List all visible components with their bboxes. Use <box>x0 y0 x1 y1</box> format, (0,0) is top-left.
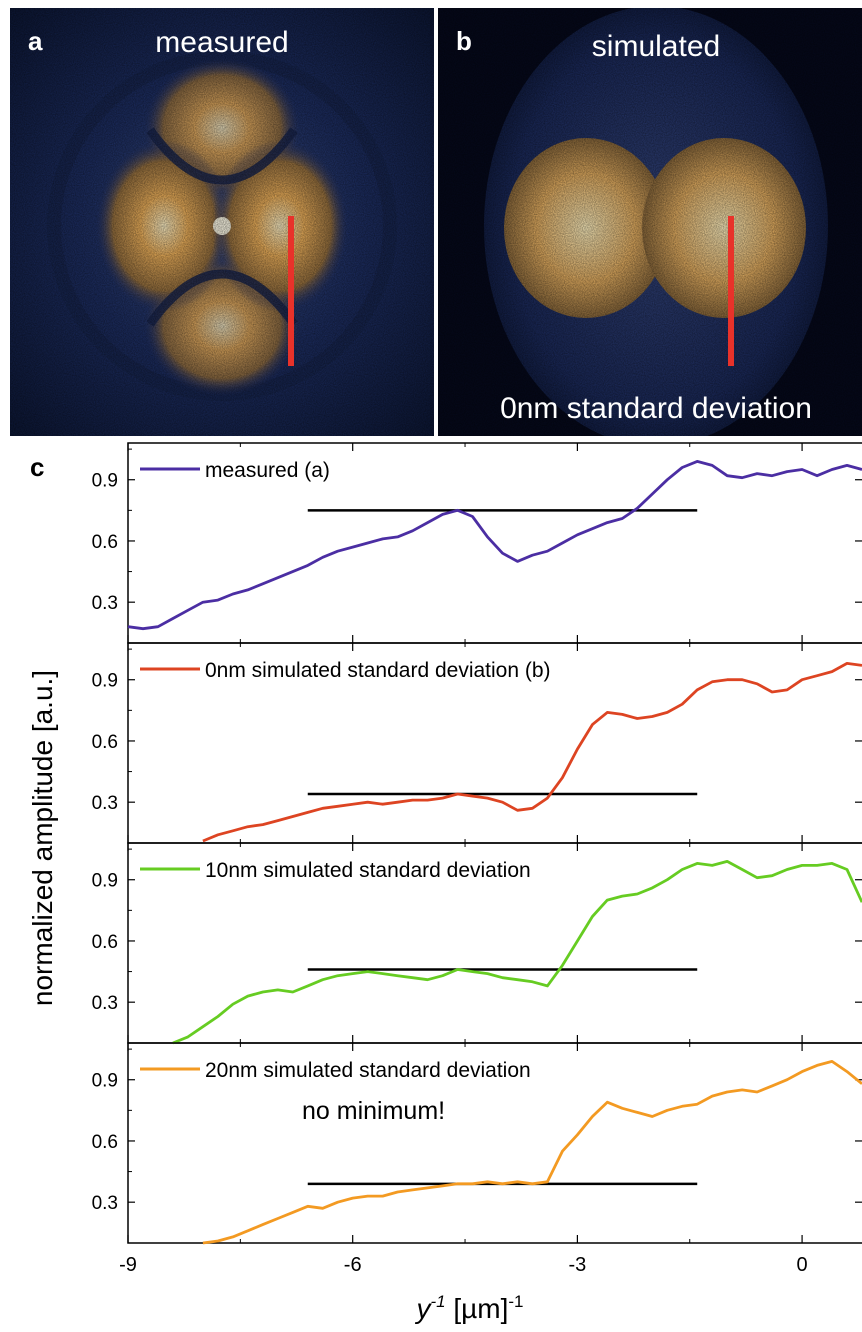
panel-a-letter: a <box>28 26 43 56</box>
subplot-frame <box>127 1042 862 1244</box>
panel-c-letter: c <box>30 452 44 482</box>
y-tick-label: 0.3 <box>92 593 118 614</box>
series-line <box>172 860 862 1045</box>
panel-b-title: simulated <box>592 30 720 63</box>
subplot-4: 0.3 0.6 0.9 20nm simulated standard deviati… <box>92 1042 862 1276</box>
y-tick-label: 0.6 <box>92 532 118 553</box>
y-tick-label: 0.9 <box>92 671 118 692</box>
y-tick-label: 0.3 <box>92 793 118 814</box>
subplot-3: 0.3 0.6 0.9 10nm simulated standard deviati… <box>92 842 862 1045</box>
panel-a-image <box>10 8 434 436</box>
y-tick-label: 0.9 <box>92 471 118 492</box>
subplot-2: 0.3 0.6 0.9 0nm simulated standard deviatio… <box>92 642 862 844</box>
line-chart-stack: 0.3 0.6 0.9 measured (a) 0.3 0.6 0.9 0nm simula… <box>92 442 862 1276</box>
legend-label: measured (a) <box>205 459 330 482</box>
y-tick-label: 0.6 <box>92 932 118 953</box>
x-tick-label: 0 <box>797 1254 808 1276</box>
y-tick-label: 0.3 <box>92 1193 118 1214</box>
legend-label: 10nm simulated standard deviation <box>205 859 531 882</box>
y-tick-label: 0.3 <box>92 993 118 1014</box>
annotation-no-minimum: no minimum! <box>302 1097 445 1125</box>
y-axis-label: normalized amplitude [a.u.] <box>27 670 58 1006</box>
y-tick-label: 0.9 <box>92 1071 118 1092</box>
x-tick-label: -9 <box>119 1254 137 1276</box>
y-tick-label: 0.6 <box>92 732 118 753</box>
x-tick-label: -6 <box>344 1254 362 1276</box>
series-line <box>202 1060 862 1245</box>
panel-b-letter: b <box>456 26 472 56</box>
legend-label: 0nm simulated standard deviation (b) <box>205 659 551 682</box>
panel-b-caption: 0nm standard deviation <box>500 392 812 425</box>
x-tick-label: -3 <box>568 1254 586 1276</box>
panel-b-image <box>438 8 862 436</box>
legend-label: 20nm simulated standard deviation <box>205 1059 531 1082</box>
y-tick-label: 0.9 <box>92 871 118 892</box>
x-axis-label: y-1 [µm]-1 <box>414 1292 523 1324</box>
subplot-1: 0.3 0.6 0.9 measured (a) <box>92 442 862 644</box>
y-tick-label: 0.6 <box>92 1132 118 1153</box>
panel-a-title: measured <box>155 26 288 59</box>
series-line <box>127 459 862 631</box>
series-line <box>202 662 862 843</box>
